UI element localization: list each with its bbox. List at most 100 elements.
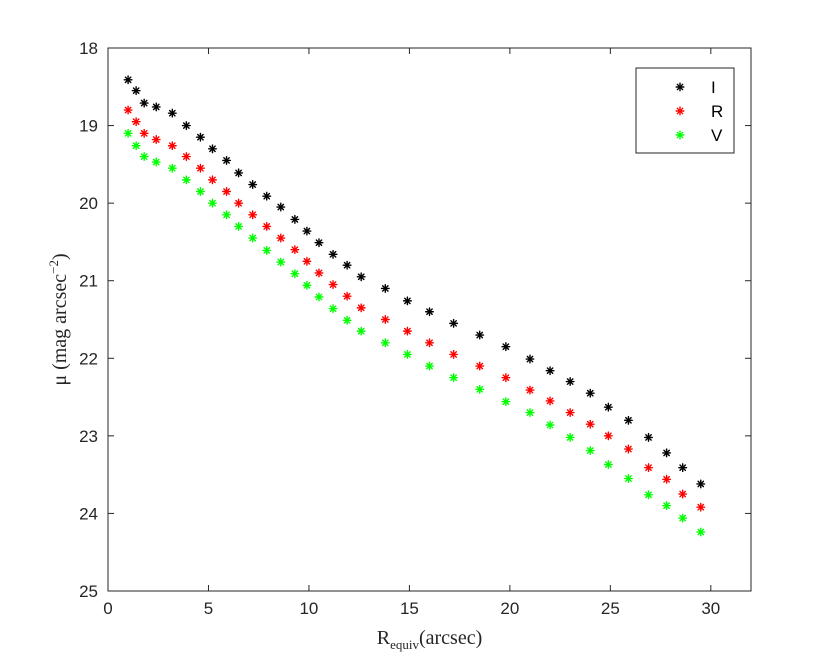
data-point-i bbox=[262, 191, 272, 201]
data-point-i bbox=[623, 415, 633, 425]
data-point-v bbox=[425, 361, 434, 371]
data-point-i bbox=[501, 342, 511, 352]
x-axis-label: Requiv(arcsec) bbox=[377, 627, 483, 652]
legend-marker-i bbox=[675, 82, 685, 92]
y-axis-label-rest: ) bbox=[49, 253, 71, 260]
y-axis-label-main: μ (mag arcsec bbox=[49, 274, 71, 386]
data-point-v bbox=[222, 210, 232, 220]
x-axis-label-subscript: equiv bbox=[390, 637, 419, 652]
data-point-v bbox=[195, 187, 205, 197]
data-point-r bbox=[131, 117, 141, 127]
data-point-r bbox=[585, 419, 595, 429]
data-point-i bbox=[545, 366, 555, 376]
data-point-r bbox=[181, 152, 191, 162]
data-point-r bbox=[276, 233, 286, 243]
data-point-v bbox=[167, 163, 177, 173]
data-point-i bbox=[402, 296, 412, 306]
data-point-r bbox=[139, 128, 149, 138]
y-tick-label: 21 bbox=[79, 272, 98, 291]
x-axis-label-main: R bbox=[377, 627, 391, 649]
data-point-v bbox=[131, 141, 141, 151]
x-tick-label: 30 bbox=[701, 599, 720, 618]
data-point-i bbox=[356, 272, 366, 282]
data-point-i bbox=[139, 98, 149, 108]
data-point-i bbox=[525, 354, 535, 364]
data-point-i bbox=[662, 448, 672, 458]
x-tick-label: 5 bbox=[204, 599, 213, 618]
data-point-r bbox=[195, 163, 205, 173]
legend-marker-v bbox=[675, 130, 685, 140]
legend-label-i: I bbox=[711, 78, 716, 97]
legend: I R V bbox=[635, 67, 735, 154]
data-point-v bbox=[545, 420, 555, 430]
data-point-i bbox=[302, 226, 312, 236]
data-point-i bbox=[181, 121, 191, 131]
series-v bbox=[123, 128, 706, 537]
data-point-i bbox=[195, 132, 205, 142]
data-point-v bbox=[565, 432, 575, 442]
y-tick-label: 22 bbox=[79, 349, 98, 368]
data-point-v bbox=[151, 157, 161, 167]
data-point-v bbox=[342, 315, 352, 325]
data-point-v bbox=[356, 326, 366, 336]
data-point-r bbox=[328, 280, 338, 290]
data-point-v bbox=[585, 446, 595, 456]
data-point-i bbox=[696, 479, 706, 489]
data-point-r bbox=[425, 338, 434, 348]
data-point-i bbox=[207, 144, 217, 154]
data-point-i bbox=[603, 402, 613, 412]
legend-box bbox=[635, 67, 735, 154]
data-point-v bbox=[302, 280, 312, 290]
data-point-v bbox=[207, 198, 217, 208]
x-tick-label: 15 bbox=[400, 599, 419, 618]
y-axis-label-superscript: −2 bbox=[46, 260, 61, 274]
data-point-v bbox=[248, 233, 258, 243]
y-tick-label: 25 bbox=[79, 582, 98, 601]
data-point-r bbox=[662, 474, 672, 484]
data-point-r bbox=[234, 198, 244, 208]
data-point-r bbox=[402, 326, 412, 336]
series-r bbox=[123, 105, 706, 512]
x-axis-ticks: 0 5 10 15 20 25 30 bbox=[103, 48, 720, 618]
data-point-r bbox=[123, 105, 133, 115]
data-point-i bbox=[380, 283, 390, 293]
data-point-v bbox=[603, 460, 613, 470]
data-point-i bbox=[290, 214, 300, 224]
x-tick-label: 10 bbox=[299, 599, 318, 618]
y-tick-label: 19 bbox=[79, 117, 98, 136]
data-point-v bbox=[314, 292, 324, 302]
data-point-v bbox=[449, 373, 459, 383]
data-point-r bbox=[696, 502, 706, 512]
data-point-v bbox=[139, 152, 149, 162]
data-point-i bbox=[234, 168, 244, 178]
data-point-i bbox=[314, 238, 324, 248]
data-point-i bbox=[167, 108, 177, 118]
data-point-r bbox=[207, 175, 217, 185]
data-point-r bbox=[167, 141, 177, 151]
data-point-v bbox=[623, 474, 633, 484]
y-axis-ticks: 18 19 20 21 22 23 24 25 bbox=[79, 39, 751, 601]
data-point-i bbox=[678, 463, 688, 473]
data-point-r bbox=[222, 187, 232, 197]
y-tick-label: 18 bbox=[79, 39, 98, 58]
y-tick-label: 23 bbox=[79, 427, 98, 446]
x-tick-label: 25 bbox=[601, 599, 620, 618]
data-point-r bbox=[151, 135, 161, 145]
data-point-i bbox=[123, 75, 133, 85]
data-point-r bbox=[545, 396, 555, 406]
data-point-v bbox=[262, 245, 272, 255]
data-point-v bbox=[234, 221, 244, 231]
legend-label-r: R bbox=[711, 102, 723, 121]
data-point-v bbox=[290, 269, 300, 279]
y-tick-label: 20 bbox=[79, 194, 98, 213]
data-point-r bbox=[678, 489, 688, 499]
data-point-v bbox=[276, 257, 286, 267]
data-point-r bbox=[314, 268, 324, 278]
data-point-v bbox=[402, 349, 412, 359]
data-point-r bbox=[262, 221, 272, 231]
data-point-r bbox=[248, 210, 258, 220]
data-point-v bbox=[181, 175, 191, 185]
data-point-v bbox=[328, 304, 338, 314]
data-point-i bbox=[248, 180, 258, 190]
